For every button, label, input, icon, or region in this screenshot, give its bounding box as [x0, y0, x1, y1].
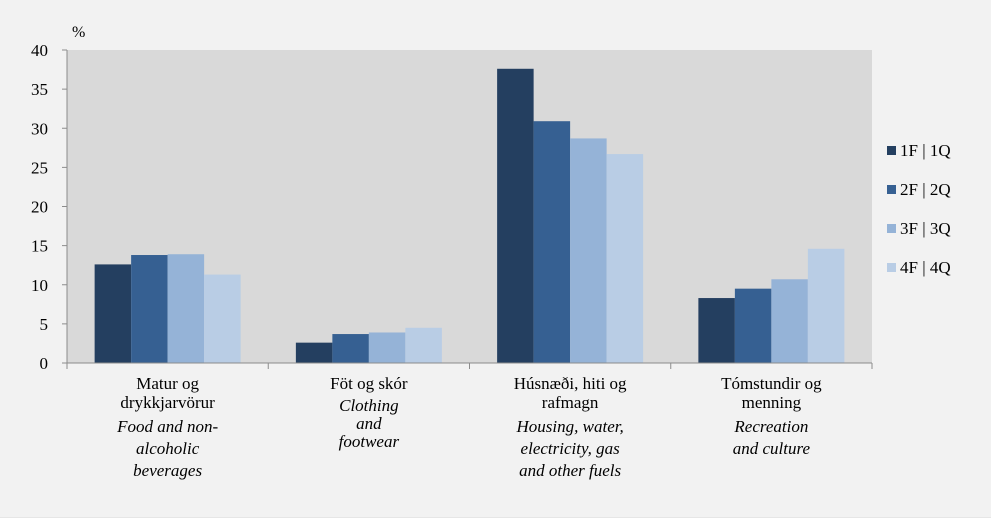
category-label-english: electricity, gas: [521, 439, 621, 458]
bar: [332, 334, 369, 363]
bar: [533, 121, 571, 364]
bar: [734, 288, 772, 363]
bar: [131, 255, 168, 363]
bar: [807, 248, 845, 363]
bar: [570, 138, 607, 363]
category-label: Húsnæði, hiti og: [514, 374, 627, 393]
legend-swatch: [887, 185, 896, 194]
y-tick-label: 15: [31, 237, 48, 256]
y-tick-label: 35: [31, 80, 48, 99]
bar: [405, 327, 442, 363]
category-label-english: beverages: [133, 461, 202, 480]
legend-swatch: [887, 263, 896, 272]
legend-label: 2F | 2Q: [900, 180, 951, 199]
category-label: menning: [742, 393, 802, 412]
y-tick-label: 25: [31, 158, 48, 177]
legend-label: 4F | 4Q: [900, 258, 951, 277]
bar: [368, 332, 406, 363]
y-tick-label: 30: [31, 119, 48, 138]
bar: [204, 274, 241, 363]
bar: [497, 68, 534, 363]
bar: [771, 279, 808, 363]
y-tick-label: 10: [31, 276, 48, 295]
bars: [94, 68, 845, 364]
category-label-english: Housing, water,: [516, 417, 624, 436]
y-tick-label: 20: [31, 198, 48, 217]
category-label: Tómstundir og: [721, 374, 822, 393]
bar: [167, 254, 205, 363]
legend-label: 3F | 3Q: [900, 219, 951, 238]
category-label: Föt og skór: [330, 374, 408, 393]
y-axis: 0 5 10 15 20 25 30 35 40: [31, 41, 68, 373]
category-label: Matur og: [136, 374, 199, 393]
legend-label: 1F | 1Q: [900, 141, 951, 160]
category-label-english: and culture: [733, 439, 811, 458]
bar: [295, 342, 333, 363]
legend-swatch: [887, 224, 896, 233]
category-label-english: and: [356, 414, 382, 433]
bar: [698, 298, 735, 363]
y-tick-label: 40: [31, 41, 48, 60]
y-unit-label: %: [72, 24, 85, 41]
legend: 1F | 1Q 2F | 2Q 3F | 3Q 4F | 4Q: [887, 141, 951, 277]
category-label-english: footwear: [339, 432, 400, 451]
category-label: drykkjarvörur: [120, 393, 215, 412]
bar: [606, 154, 644, 363]
category-label-english: Clothing: [339, 396, 399, 415]
bar: [94, 264, 132, 363]
category-label-english: Food and non-: [116, 417, 218, 436]
y-tick-label: 5: [40, 315, 49, 334]
legend-swatch: [887, 146, 896, 155]
category-label-english: and other fuels: [519, 461, 621, 480]
y-tick-label: 0: [40, 354, 49, 373]
category-label: rafmagn: [542, 393, 599, 412]
category-label-english: Recreation: [733, 417, 808, 436]
category-label-english: alcoholic: [136, 439, 200, 458]
